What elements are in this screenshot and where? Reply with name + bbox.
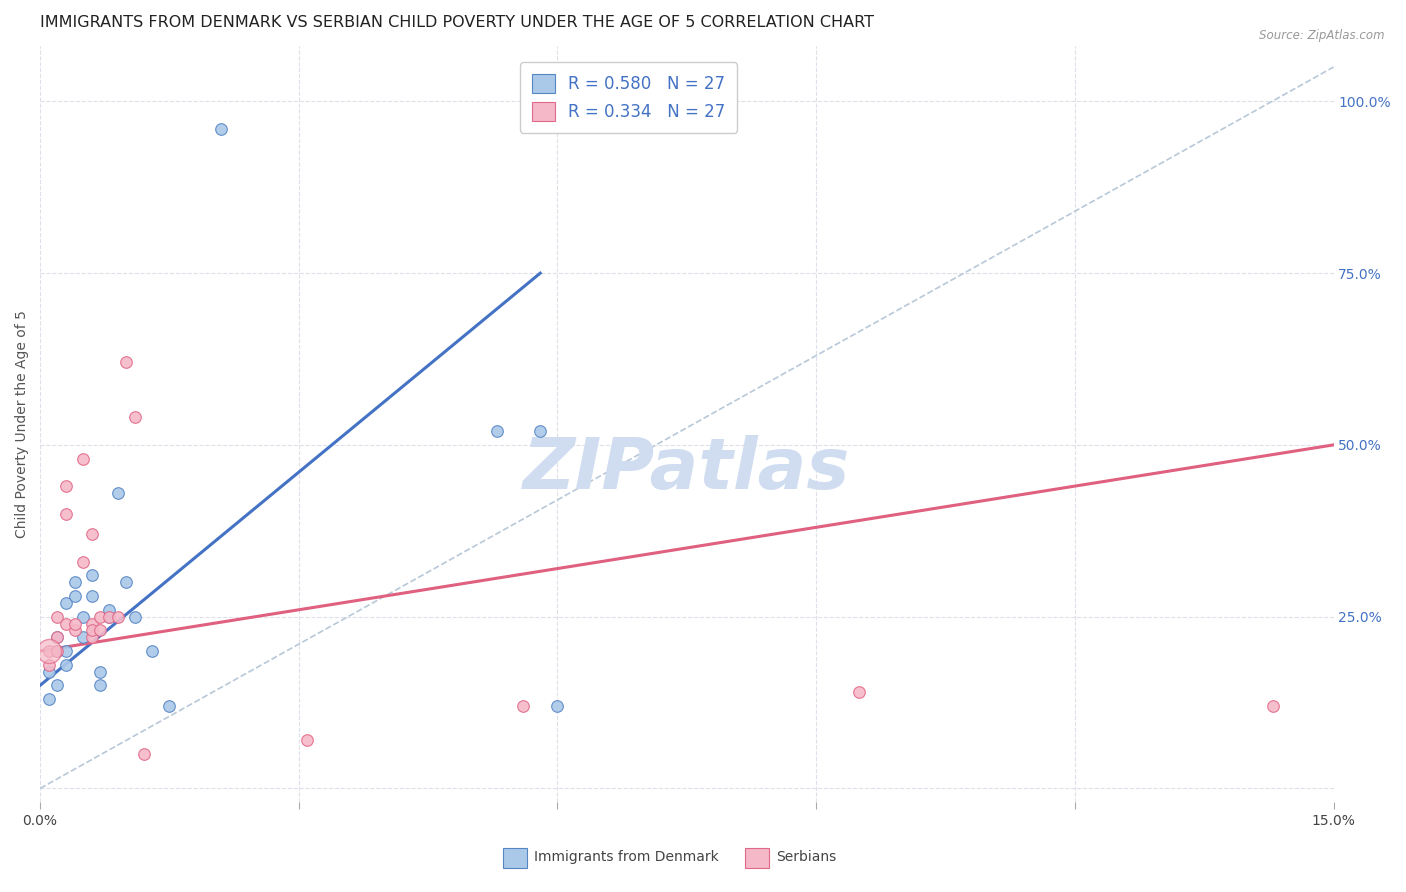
Point <box>89 609 111 624</box>
Point <box>46 644 69 658</box>
Point <box>72 451 94 466</box>
Text: IMMIGRANTS FROM DENMARK VS SERBIAN CHILD POVERTY UNDER THE AGE OF 5 CORRELATION : IMMIGRANTS FROM DENMARK VS SERBIAN CHILD… <box>41 15 875 30</box>
Point <box>55 596 77 610</box>
Text: Immigrants from Denmark: Immigrants from Denmark <box>534 850 718 864</box>
Point <box>124 410 146 425</box>
Point <box>115 575 138 590</box>
Point <box>63 575 86 590</box>
Point <box>46 678 69 692</box>
Point <box>38 665 60 679</box>
Point <box>38 657 60 672</box>
Point <box>529 424 551 438</box>
Point <box>63 589 86 603</box>
Point <box>55 479 77 493</box>
Point <box>46 630 69 644</box>
Point <box>209 121 232 136</box>
Point <box>132 747 155 761</box>
Y-axis label: Child Poverty Under the Age of 5: Child Poverty Under the Age of 5 <box>15 310 30 538</box>
Point <box>98 603 121 617</box>
Point <box>546 698 568 713</box>
Point <box>46 630 69 644</box>
Point <box>46 644 69 658</box>
Point <box>124 609 146 624</box>
Point <box>72 555 94 569</box>
Point <box>141 644 163 658</box>
Point <box>89 678 111 692</box>
Legend: R = 0.580   N = 27, R = 0.334   N = 27: R = 0.580 N = 27, R = 0.334 N = 27 <box>520 62 737 133</box>
Point <box>72 609 94 624</box>
Point <box>107 486 129 500</box>
Point <box>63 616 86 631</box>
Point <box>80 527 103 541</box>
Point <box>38 644 60 658</box>
Point <box>55 507 77 521</box>
Text: Source: ZipAtlas.com: Source: ZipAtlas.com <box>1260 29 1385 42</box>
Point <box>848 685 870 699</box>
Point <box>72 630 94 644</box>
Point <box>80 589 103 603</box>
Point <box>80 630 103 644</box>
Point <box>1263 698 1285 713</box>
Point <box>98 609 121 624</box>
Point <box>38 644 60 658</box>
Point <box>115 355 138 369</box>
Point <box>55 657 77 672</box>
Point <box>89 665 111 679</box>
Point <box>46 609 69 624</box>
Point <box>80 568 103 582</box>
Point <box>63 624 86 638</box>
Point <box>297 733 319 747</box>
Point <box>89 624 111 638</box>
Point <box>80 624 103 638</box>
Point <box>55 616 77 631</box>
Point <box>159 698 181 713</box>
Text: Serbians: Serbians <box>776 850 837 864</box>
Point <box>486 424 509 438</box>
Point <box>80 616 103 631</box>
Point <box>512 698 534 713</box>
Point <box>107 609 129 624</box>
Point <box>55 644 77 658</box>
Point <box>98 609 121 624</box>
Point <box>38 692 60 706</box>
Text: ZIPatlas: ZIPatlas <box>523 435 851 504</box>
